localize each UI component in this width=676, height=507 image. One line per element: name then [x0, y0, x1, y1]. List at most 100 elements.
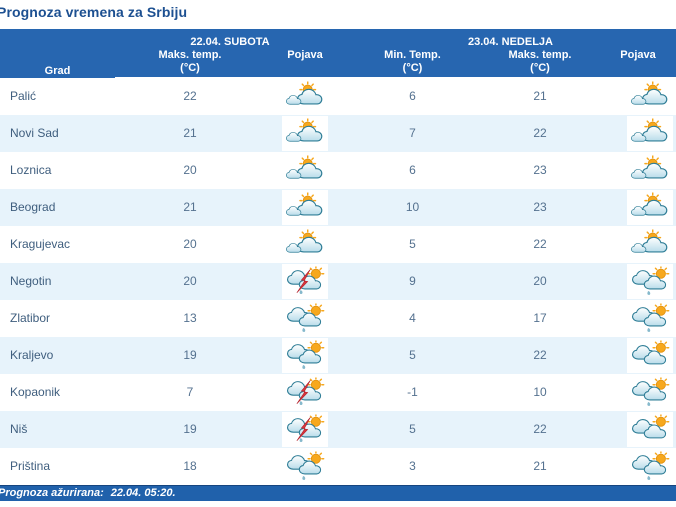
partly-cloudy-icon [627, 115, 673, 151]
city-cell: Loznica [10, 163, 52, 177]
sunday-weather-cell [600, 115, 676, 152]
rain-sun-icon [627, 448, 673, 484]
table-row: Kopaonik 7 -1 10 [0, 373, 676, 411]
max-temp-label: Maks. temp. [158, 49, 222, 61]
updated-value: 22.04. 05:20. [110, 486, 176, 499]
table-row: Priština 18 3 21 [0, 447, 676, 485]
city-cell: Palić [10, 89, 37, 103]
column-header-sat-max-temp: Maks. temp. (°C) [115, 49, 265, 78]
sunday-weather-cell [600, 374, 676, 411]
sunday-max-temp-cell: 21 [533, 459, 547, 473]
rain-sun-icon [282, 300, 328, 336]
sunday-weather-cell [600, 152, 676, 189]
cloudy-sun-icon [627, 337, 673, 373]
partly-cloudy-icon [282, 152, 328, 188]
sunday-weather-cell [600, 337, 676, 374]
saturday-weather-cell [265, 263, 345, 300]
saturday-weather-cell [265, 448, 345, 485]
sunday-weather-cell [600, 226, 676, 263]
sunday-max-temp-cell: 23 [533, 163, 547, 177]
table-row: Palić 22 6 21 [0, 77, 676, 115]
saturday-weather-cell [265, 411, 345, 448]
partly-cloudy-icon [627, 152, 673, 188]
sunday-min-temp-cell: 10 [405, 200, 420, 214]
saturday-max-temp-cell: 20 [183, 237, 197, 251]
rain-sun-icon [627, 300, 673, 336]
day-header-saturday: 22.04. SUBOTA [115, 29, 345, 49]
city-cell: Niš [10, 422, 28, 436]
column-header-sun-min-temp: Min. Temp. (°C) [345, 49, 480, 78]
table-row: Zlatibor 13 4 17 [0, 299, 676, 337]
forecast-table-body: Palić 22 6 21 Novi Sad 21 7 22 Loznica 20 6 23 Beogr… [0, 77, 676, 485]
saturday-weather-cell [265, 300, 345, 337]
sunday-min-temp-cell: 4 [409, 311, 416, 325]
saturday-max-temp-cell: 19 [183, 422, 197, 436]
city-cell: Negotin [10, 274, 52, 288]
unit-label: (°C) [530, 62, 550, 74]
update-status-bar: Prognoza ažurirana: 22.04. 05:20. [0, 484, 676, 501]
saturday-max-temp-cell: 13 [183, 311, 197, 325]
column-header-sun-max-temp: Maks. temp. (°C) [480, 49, 600, 78]
partly-cloudy-icon [282, 115, 328, 151]
sunday-max-temp-cell: 22 [533, 237, 547, 251]
saturday-weather-cell [265, 189, 345, 226]
unit-label: (°C) [402, 62, 423, 74]
city-cell: Beograd [10, 200, 56, 214]
partly-cloudy-icon [282, 78, 328, 114]
sunday-weather-cell [600, 189, 676, 226]
rain-sun-icon [627, 374, 673, 410]
column-header-sun-phenomenon: Pojava [600, 49, 676, 78]
saturday-max-temp-cell: 19 [183, 348, 197, 362]
partly-cloudy-icon [627, 78, 673, 114]
thunder-sun-icon [282, 263, 328, 299]
partly-cloudy-icon [282, 189, 328, 225]
saturday-weather-cell [265, 115, 345, 152]
table-row: Negotin 20 9 20 [0, 262, 676, 300]
sunday-max-temp-cell: 17 [533, 311, 547, 325]
saturday-max-temp-cell: 21 [183, 200, 197, 214]
saturday-weather-cell [265, 374, 345, 411]
updated-label: Prognoza ažurirana: [0, 486, 104, 499]
column-header-city: Grad [0, 29, 115, 78]
rain-sun-icon [282, 448, 328, 484]
saturday-weather-cell [265, 337, 345, 374]
sunday-max-temp-cell: 22 [533, 126, 547, 140]
sunday-min-temp-cell: 7 [409, 126, 416, 140]
sunday-min-temp-cell: 9 [409, 274, 416, 288]
sunday-max-temp-cell: 22 [533, 422, 547, 436]
sunday-max-temp-cell: 10 [533, 385, 547, 399]
sunday-min-temp-cell: 5 [409, 348, 416, 362]
saturday-weather-cell [265, 226, 345, 263]
city-cell: Kraljevo [10, 348, 54, 362]
sunday-weather-cell [600, 448, 676, 485]
max-temp-label: Maks. temp. [508, 49, 572, 61]
saturday-weather-cell [265, 78, 345, 115]
column-header-row: Maks. temp. (°C) Pojava Min. Temp. (°C) … [0, 49, 676, 78]
saturday-weather-cell [265, 152, 345, 189]
partly-cloudy-icon [282, 226, 328, 262]
sunday-weather-cell [600, 263, 676, 300]
saturday-max-temp-cell: 7 [186, 385, 194, 399]
sunday-min-temp-cell: 5 [409, 237, 416, 251]
table-row: Kragujevac 20 5 22 [0, 225, 676, 263]
cloudy-sun-icon [627, 411, 673, 447]
thunder-sun-icon [282, 374, 328, 410]
sunday-weather-cell [600, 78, 676, 115]
partly-cloudy-icon [627, 189, 673, 225]
sunday-weather-cell [600, 300, 676, 337]
sunday-weather-cell [600, 411, 676, 448]
weather-forecast-page: Prognoza vremena za Srbiju Grad 22.04. S… [0, 4, 676, 507]
table-row: Beograd 21 10 23 [0, 188, 676, 226]
saturday-max-temp-cell: 20 [183, 163, 197, 177]
saturday-max-temp-cell: 20 [183, 274, 197, 288]
thunder-sun-icon [282, 411, 328, 447]
forecast-table: Grad 22.04. SUBOTA 23.04. NEDELJA Maks. … [0, 29, 676, 485]
sunday-min-temp-cell: -1 [407, 385, 418, 399]
column-header-sat-phenomenon: Pojava [265, 49, 345, 78]
day-header-row: Grad 22.04. SUBOTA 23.04. NEDELJA [0, 29, 676, 78]
city-cell: Zlatibor [10, 311, 51, 325]
min-temp-label: Min. Temp. [384, 49, 441, 61]
city-cell: Priština [10, 459, 51, 473]
rain-sun-icon [627, 263, 673, 299]
table-row: Kraljevo 19 5 22 [0, 336, 676, 374]
